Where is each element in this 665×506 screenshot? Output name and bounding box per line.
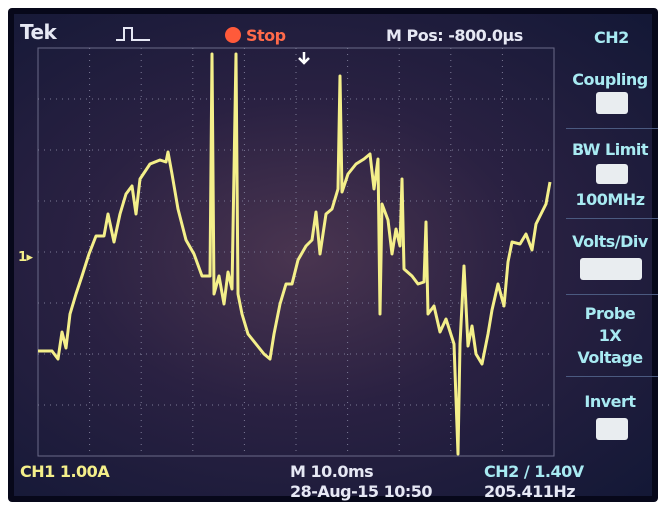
waveform: [38, 52, 552, 456]
date-time: 28-Aug-15 10:50: [290, 482, 433, 501]
stop-indicator: [225, 27, 241, 43]
trigger-arrow: [298, 52, 310, 65]
menu-value: 100MHz: [575, 190, 645, 209]
menu-label: Probe: [584, 304, 636, 323]
trigger-level: CH2 / 1.40V: [484, 462, 584, 481]
menu-label: Coupling: [572, 70, 648, 89]
volts-box: [580, 258, 642, 280]
menu-label: Volts/Div: [572, 232, 648, 251]
menu-value: Voltage: [577, 348, 643, 367]
menu-separator: [566, 294, 658, 295]
timebase: M 10.0ms: [290, 462, 374, 481]
ch1-marker: 1▸: [18, 250, 33, 265]
menu-separator: [566, 218, 658, 219]
scope-frame: Tek Stop M Pos: -800.0µs CH2 1▸ Coupling…: [8, 8, 658, 502]
ch1-scale: CH1 1.00A: [20, 462, 110, 481]
menu-label: Invert: [584, 392, 636, 411]
menu-value: 1X: [598, 326, 622, 345]
scope-screen: Tek Stop M Pos: -800.0µs CH2 1▸ Coupling…: [14, 14, 658, 501]
trigger-pos: [298, 52, 310, 65]
stop-dot: [225, 27, 241, 43]
trigger-icon: [116, 27, 150, 41]
brand: Tek: [20, 20, 57, 44]
grid: [38, 48, 554, 456]
pulse-icon: [116, 27, 150, 41]
run-state: Stop: [246, 26, 286, 45]
bw-box: [596, 164, 628, 184]
coupling-box: [596, 92, 628, 114]
menu-separator: [566, 376, 658, 377]
frequency: 205.411Hz: [484, 482, 576, 501]
channel-title: CH2: [594, 28, 629, 47]
invert-box: [596, 418, 628, 440]
menu-separator: [566, 128, 658, 129]
m-position: M Pos: -800.0µs: [386, 26, 523, 45]
graticule: [37, 47, 555, 457]
menu-label: BW Limit: [571, 140, 649, 159]
